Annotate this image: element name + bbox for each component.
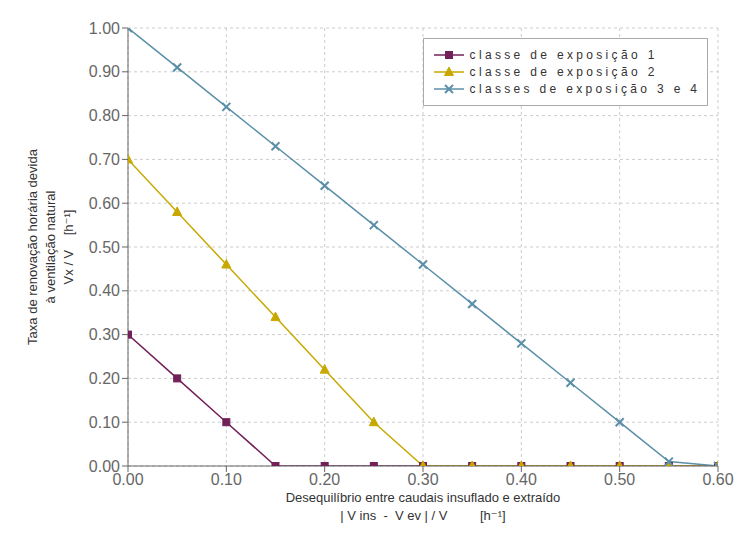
svg-text:Desequilíbrio entre caudais in: Desequilíbrio entre caudais insuflado e … (286, 490, 561, 505)
svg-text:0.50: 0.50 (89, 239, 120, 256)
svg-text:à ventilação natural: à ventilação natural (43, 191, 58, 304)
svg-text:0.80: 0.80 (89, 107, 120, 124)
svg-text:0.30: 0.30 (407, 471, 438, 488)
svg-text:0.20: 0.20 (89, 370, 120, 387)
svg-text:0.10: 0.10 (89, 414, 120, 431)
svg-text:1.00: 1.00 (89, 20, 120, 37)
svg-text:0.40: 0.40 (89, 282, 120, 299)
svg-text:0.00: 0.00 (112, 471, 144, 489)
svg-text:0.00: 0.00 (89, 458, 120, 475)
svg-text:0.40: 0.40 (506, 471, 537, 488)
svg-text:0.70: 0.70 (89, 151, 120, 168)
svg-text:Vx / V [h⁻¹]: Vx / V [h⁻¹] (61, 210, 76, 285)
svg-text:0.30: 0.30 (89, 326, 120, 343)
svg-text:0.20: 0.20 (309, 471, 340, 488)
html-text:c l a s s e d e e x p o s i ç: c l a s s e d e e x p o s i ç ã o 2 (469, 65, 655, 79)
svg-text:0.60: 0.60 (89, 195, 120, 212)
svg-text:0.50: 0.50 (604, 471, 635, 488)
svg-text:Taxa de renovação horária devi: Taxa de renovação horária devida (25, 148, 40, 345)
html-text:c l a s s e s d e e x p o s i: c l a s s e s d e e x p o s i ç ã o 3 e … (469, 82, 697, 96)
svg-text:0.60: 0.60 (702, 471, 733, 488)
svg-text:0.10: 0.10 (211, 471, 242, 488)
svg-text:0.90: 0.90 (89, 63, 120, 80)
html-text:c l a s s e d e e x p o s i ç: c l a s s e d e e x p o s i ç ã o 1 (469, 48, 655, 62)
svg-text:| V ins - V ev | / V: | V ins - V ev | / V [h⁻¹] (340, 508, 505, 523)
